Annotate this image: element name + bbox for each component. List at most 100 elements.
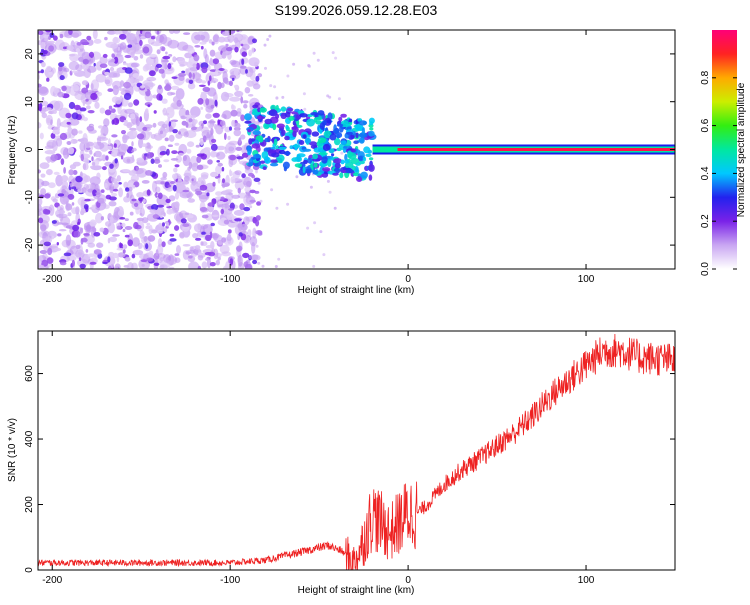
heatmap-cell (50, 132, 56, 139)
heatmap-cell (68, 53, 76, 57)
heatmap-cell (147, 104, 151, 108)
heatmap-cell (96, 136, 109, 142)
heatmap-cell (66, 121, 71, 125)
heatmap-cell (291, 126, 298, 130)
heatmap-cell (249, 205, 253, 209)
heatmap-cell (81, 87, 89, 94)
heatmap-cell (208, 124, 214, 129)
heatmap-cell (258, 137, 264, 143)
heatmap-cell (266, 38, 270, 41)
heatmap-cell (184, 114, 193, 118)
heatmap-cell (119, 217, 126, 220)
heatmap-cell (107, 88, 114, 92)
heatmap-cell (79, 263, 86, 269)
heatmap-cell (145, 243, 149, 250)
colorbar-tick-label: 0.4 (700, 166, 711, 180)
heatmap-cell (243, 103, 248, 109)
heatmap-cell (229, 80, 233, 87)
heatmap-cell (176, 99, 182, 107)
heatmap-cell (369, 127, 374, 131)
heatmap-cell (226, 145, 234, 153)
heatmap-cell (275, 104, 279, 111)
heatmap-cell (115, 97, 122, 105)
heatmap-cell (39, 162, 50, 170)
heatmap-cell (158, 164, 162, 168)
heatmap-cell (155, 63, 163, 68)
heatmap-cell (200, 241, 204, 246)
heatmap-cell (172, 129, 178, 134)
heatmap-cell (214, 99, 218, 107)
heatmap-cell (126, 122, 133, 129)
heatmap-cell (97, 197, 105, 204)
heatmap-cell (195, 237, 202, 241)
heatmap-cell (128, 33, 136, 41)
heatmap-cell (161, 123, 168, 129)
heatmap-cell (133, 49, 144, 55)
heatmap-cell (122, 228, 126, 233)
heatmap-cell (247, 172, 255, 177)
heatmap-cell (48, 71, 53, 76)
heatmap-cell (94, 101, 100, 109)
heatmap-cell (139, 54, 144, 59)
heatmap-cell (147, 131, 153, 136)
heatmap-cell (170, 85, 180, 90)
heatmap-cell (221, 237, 227, 243)
heatmap-cell (131, 154, 135, 161)
heatmap-cell (38, 217, 44, 224)
colorbar-tick-label: 0.6 (700, 118, 711, 132)
x-tick-label: 0 (405, 274, 411, 285)
heatmap-cell (166, 208, 173, 215)
heatmap-cell (82, 58, 89, 65)
heatmap-cell (170, 92, 176, 95)
heatmap-cell (255, 219, 260, 227)
heatmap-cell (121, 130, 126, 135)
heatmap-cell (67, 212, 72, 217)
heatmap-cell (127, 239, 133, 247)
heatmap-cell (202, 224, 213, 235)
heatmap-cell (156, 93, 163, 101)
heatmap-cell (235, 146, 243, 151)
heatmap-cell (93, 141, 97, 147)
heatmap-cell (65, 225, 73, 229)
heatmap-cell (229, 59, 237, 65)
heatmap-cell (86, 224, 91, 232)
heatmap-cell (136, 167, 148, 178)
heatmap-cell (82, 72, 86, 77)
heatmap-cell (264, 156, 271, 164)
heatmap-cell (272, 123, 277, 131)
heatmap-cell (200, 45, 204, 50)
heatmap-cell (210, 222, 215, 227)
heatmap-cell (344, 159, 350, 164)
heatmap-cell (294, 163, 303, 168)
heatmap-cell (68, 101, 76, 110)
heatmap-cell (312, 264, 316, 268)
heatmap-cell (353, 140, 359, 144)
heatmap-cell (122, 135, 130, 140)
heatmap-cell (133, 221, 139, 230)
heatmap-cell (43, 241, 51, 247)
heatmap-cell (171, 76, 178, 79)
heatmap-cell (236, 30, 240, 33)
heatmap-cell (241, 36, 246, 40)
heatmap-cell (361, 127, 365, 135)
heatmap-cell (244, 263, 253, 269)
signal-band-core (397, 148, 675, 151)
heatmap-cell (123, 119, 128, 123)
heatmap-cell (368, 174, 373, 181)
heatmap-cell (127, 44, 133, 48)
heatmap-cell (69, 118, 80, 126)
heatmap-cell (124, 54, 132, 59)
heatmap-cell (255, 169, 258, 174)
heatmap-cell (192, 72, 195, 80)
heatmap-cell (304, 137, 312, 144)
heatmap-cell (200, 153, 207, 160)
heatmap-cell (54, 202, 60, 208)
heatmap-cell (274, 265, 278, 268)
y-tick-label: 200 (24, 496, 35, 513)
heatmap-cell (141, 30, 146, 37)
heatmap-cell (313, 162, 318, 168)
heatmap-cell (208, 39, 213, 44)
heatmap-cell (244, 120, 252, 124)
